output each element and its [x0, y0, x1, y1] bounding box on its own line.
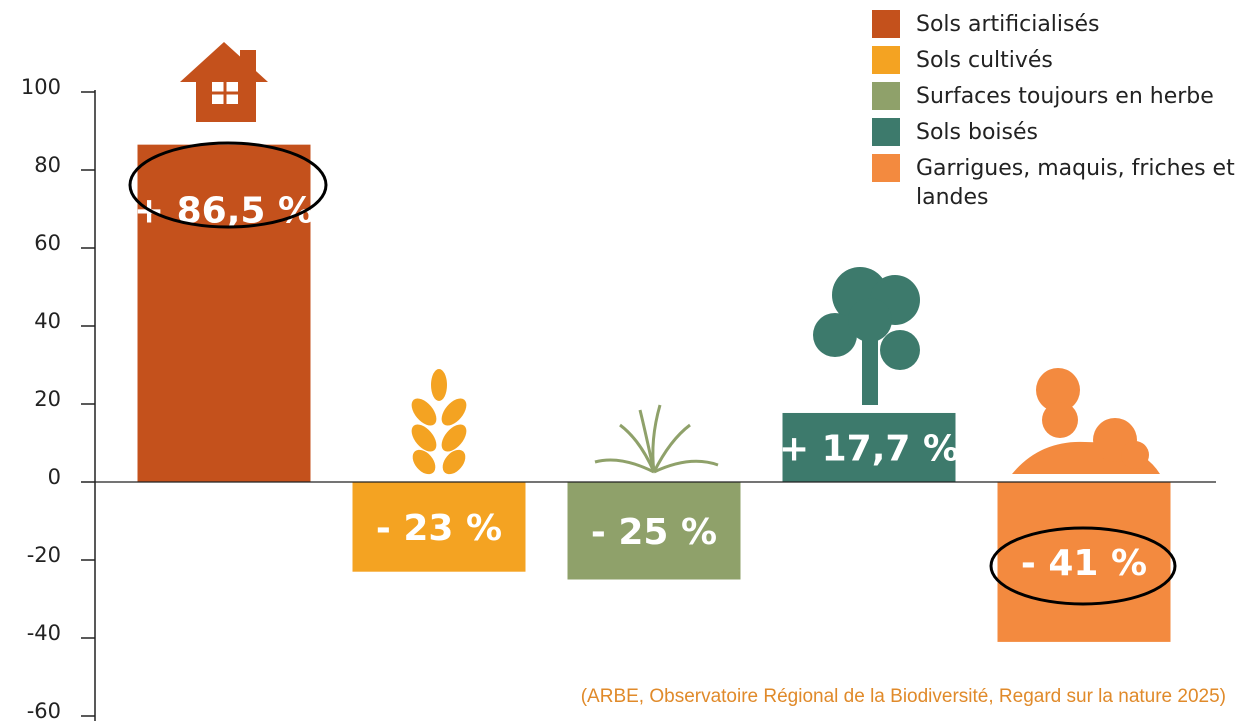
highlight — [128, 141, 328, 229]
legend-label: Surfaces toujours en herbe — [916, 84, 1214, 109]
legend-swatch — [872, 154, 900, 182]
value-label: - 25 % — [591, 512, 717, 553]
y-tick-label: 80 — [34, 153, 61, 177]
legend-swatch — [872, 46, 900, 74]
bar — [567, 482, 741, 580]
legend-label: Sols artificialisés — [916, 12, 1100, 37]
legend-item: Surfaces toujours en herbe — [872, 82, 1236, 111]
legend-swatch — [872, 10, 900, 38]
value-label: + 17,7 % — [779, 428, 959, 469]
legend-item: Garrigues, maquis, friches et landes — [872, 154, 1236, 212]
highlight — [989, 526, 1177, 606]
decor — [180, 42, 1160, 475]
legend-label: Sols boisés — [916, 120, 1038, 145]
y-tick-label: 0 — [48, 465, 61, 489]
y-tick-label: -40 — [27, 621, 61, 645]
legend: Sols artificialisés Sols cultivés Surfaces… — [872, 10, 1236, 219]
legend-item: Sols artificialisés — [872, 10, 1236, 39]
legend-item: Sols boisés — [872, 118, 1236, 147]
legend-swatch — [872, 82, 900, 110]
y-tick-label: 100 — [21, 75, 61, 99]
value-label: + 86,5 % — [134, 191, 314, 232]
y-tick-label: 40 — [34, 309, 61, 333]
legend-label: Sols cultivés — [916, 48, 1053, 73]
y-tick-label: 20 — [34, 387, 61, 411]
bar — [997, 482, 1171, 642]
source-note: (ARBE, Observatoire Régional de la Biodi… — [580, 686, 1226, 707]
legend-swatch — [872, 118, 900, 146]
y-tick-label: -20 — [27, 543, 61, 567]
bar — [352, 482, 526, 572]
bar — [782, 412, 956, 482]
y-tick-label: -60 — [27, 699, 61, 721]
value-label: - 41 % — [1021, 543, 1147, 584]
value-label: - 23 % — [376, 508, 502, 549]
bar — [137, 144, 311, 482]
y-tick-label: 60 — [34, 231, 61, 255]
legend-label: Garrigues, maquis, friches et landes — [916, 156, 1235, 210]
legend-item: Sols cultivés — [872, 46, 1236, 75]
